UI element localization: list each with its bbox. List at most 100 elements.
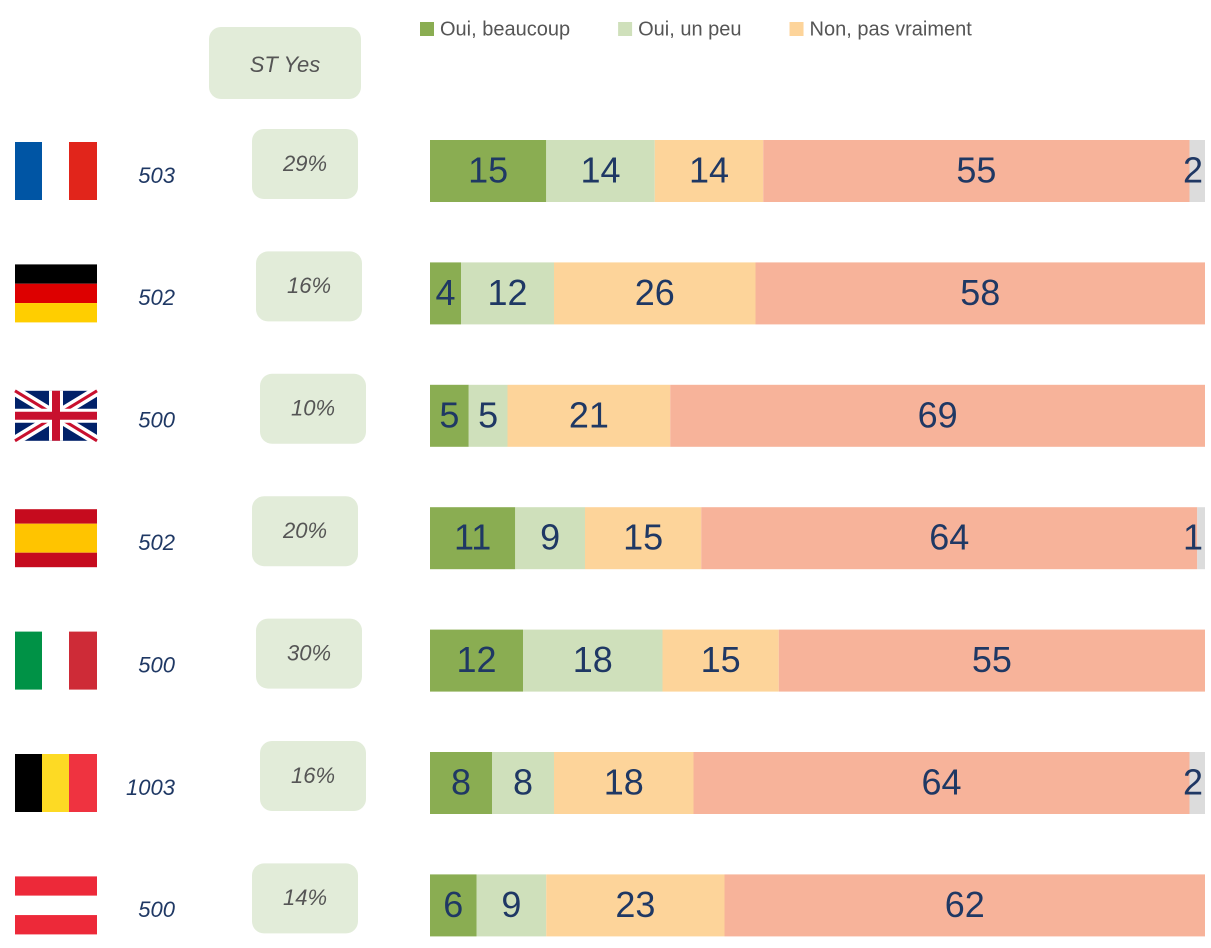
segment-label: 12 bbox=[456, 639, 496, 680]
sample-size: 500 bbox=[138, 408, 175, 433]
bar-segment bbox=[585, 507, 702, 570]
bar-segment bbox=[1189, 752, 1205, 814]
bar-segment bbox=[554, 262, 756, 325]
bar-segment bbox=[492, 752, 554, 814]
bar-segment bbox=[461, 262, 554, 325]
flag-part bbox=[15, 552, 97, 568]
legend-label: Oui, un peu bbox=[638, 18, 741, 40]
flag-part bbox=[15, 509, 97, 524]
legend-label: Non, pas vraiment bbox=[810, 18, 973, 40]
segment-label: 11 bbox=[454, 517, 491, 558]
segment-label: 12 bbox=[487, 272, 527, 313]
bar-segment bbox=[430, 507, 516, 570]
st-yes-box bbox=[252, 496, 358, 567]
bar-segment bbox=[1197, 507, 1205, 570]
bar-segment bbox=[554, 752, 694, 814]
st-yes-value: 16% bbox=[291, 763, 335, 788]
flag-part bbox=[42, 142, 69, 200]
st-yes-box bbox=[260, 741, 366, 811]
bar-segment bbox=[430, 384, 469, 447]
segment-label: 23 bbox=[615, 884, 655, 925]
st-yes-box bbox=[252, 863, 358, 934]
bar-segment bbox=[546, 140, 655, 202]
bar-segment bbox=[701, 507, 1198, 570]
flag-part bbox=[15, 876, 97, 896]
flag-part bbox=[69, 754, 97, 812]
segment-label: 55 bbox=[956, 150, 996, 191]
segment-label: 9 bbox=[540, 517, 560, 558]
flag-part bbox=[15, 264, 97, 284]
segment-label: 18 bbox=[573, 639, 613, 680]
legend-label: Oui, beaucoup bbox=[440, 18, 570, 40]
bar-segment bbox=[755, 262, 1205, 325]
st-yes-value: 10% bbox=[291, 396, 335, 421]
segment-label: 2 bbox=[1183, 762, 1203, 803]
segment-label: 14 bbox=[580, 150, 620, 191]
bar-segment bbox=[476, 874, 547, 937]
bar-segment bbox=[1189, 140, 1205, 202]
bar-segment bbox=[430, 262, 461, 325]
segment-label: 26 bbox=[635, 272, 675, 313]
segment-label: 5 bbox=[439, 394, 459, 435]
segment-label: 62 bbox=[945, 884, 985, 925]
bar-segment bbox=[430, 874, 477, 937]
segment-label: 58 bbox=[960, 272, 1000, 313]
bar-segment bbox=[468, 384, 508, 447]
st-yes-box bbox=[256, 251, 362, 322]
bar-segment bbox=[546, 874, 725, 937]
sample-size: 500 bbox=[138, 897, 175, 922]
segment-label: 8 bbox=[513, 762, 533, 803]
sample-size: 502 bbox=[138, 285, 175, 310]
bar-segment bbox=[515, 507, 585, 570]
segment-label: 14 bbox=[689, 150, 729, 191]
bar-segment bbox=[430, 752, 492, 814]
segment-label: 2 bbox=[1183, 150, 1203, 191]
bar-segment bbox=[670, 384, 1205, 447]
flag-part bbox=[15, 303, 97, 323]
bar-segment bbox=[430, 140, 547, 202]
sample-size: 502 bbox=[138, 530, 175, 555]
flag-part bbox=[15, 915, 97, 935]
flag-part bbox=[15, 754, 42, 812]
bar-segment bbox=[778, 629, 1205, 692]
st-yes-box bbox=[252, 129, 358, 199]
segment-label: 8 bbox=[451, 762, 471, 803]
segment-label: 64 bbox=[929, 517, 969, 558]
legend-swatch bbox=[618, 22, 633, 36]
flag-part bbox=[15, 283, 97, 304]
st-yes-value: 16% bbox=[287, 273, 331, 298]
st-yes-value: 29% bbox=[282, 151, 327, 176]
segment-label: 18 bbox=[604, 762, 644, 803]
segment-label: 9 bbox=[501, 884, 521, 925]
segment-label: 15 bbox=[623, 517, 663, 558]
bar-segment bbox=[523, 629, 663, 692]
flag-part bbox=[69, 631, 97, 690]
flag-part bbox=[69, 142, 97, 200]
flag-part bbox=[15, 142, 42, 200]
flag-part bbox=[15, 523, 97, 553]
segment-label: 5 bbox=[478, 394, 498, 435]
st-yes-box bbox=[260, 373, 366, 444]
segment-label: 1 bbox=[1183, 517, 1203, 558]
legend-swatch bbox=[789, 22, 804, 36]
segment-label: 64 bbox=[921, 762, 961, 803]
flag-part bbox=[42, 754, 69, 812]
segment-label: 4 bbox=[435, 272, 455, 313]
st-yes-header-box bbox=[209, 27, 361, 99]
st-yes-value: 14% bbox=[283, 885, 327, 910]
bar-segment bbox=[763, 140, 1190, 202]
segment-label: 6 bbox=[443, 884, 463, 925]
st-yes-header: ST Yes bbox=[250, 52, 321, 77]
segment-label: 15 bbox=[701, 639, 741, 680]
bar-segment bbox=[693, 752, 1190, 814]
flag-part bbox=[15, 390, 97, 441]
st-yes-value: 20% bbox=[282, 518, 327, 543]
sample-size: 500 bbox=[138, 652, 175, 677]
sample-size: 503 bbox=[138, 163, 175, 188]
bar-segment bbox=[654, 140, 764, 202]
sample-size: 1003 bbox=[126, 775, 176, 800]
legend-swatch bbox=[420, 22, 434, 36]
segment-label: 21 bbox=[569, 394, 609, 435]
segment-label: 55 bbox=[972, 639, 1012, 680]
